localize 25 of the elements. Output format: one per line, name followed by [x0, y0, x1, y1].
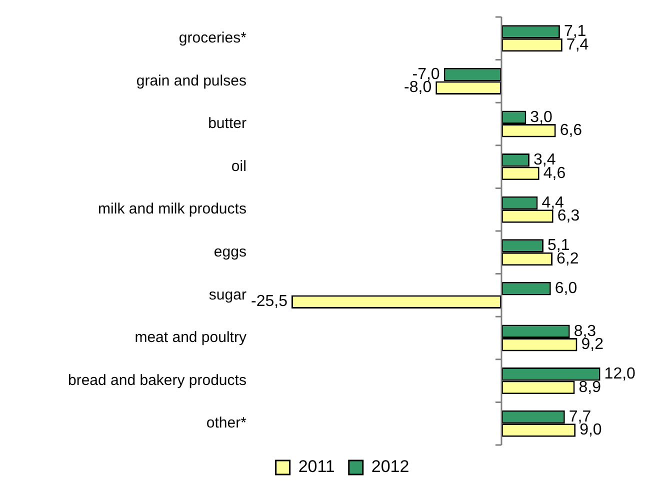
data-label: 9,2	[581, 336, 604, 354]
data-label: 9,0	[580, 422, 602, 439]
y-tick-label: butter	[208, 115, 246, 132]
y-tick-label: oil	[231, 158, 246, 175]
data-label: 4,6	[543, 164, 566, 182]
y-tick-label: groceries*	[178, 30, 247, 47]
y-tick-label: eggs	[214, 244, 246, 261]
data-label: 6,2	[556, 250, 579, 268]
data-label: 3,0	[530, 108, 553, 126]
data-label: -8,0	[404, 79, 432, 96]
data-label: -25,5	[251, 293, 288, 310]
legend-label: 2012	[371, 457, 410, 476]
data-label: 6,3	[557, 208, 580, 225]
y-tick-label: bread and bakery products	[68, 372, 246, 389]
data-label: 6,6	[560, 122, 582, 140]
y-tick-label: milk and milk products	[98, 200, 246, 218]
legend-label: 2011	[298, 457, 335, 476]
data-label: 8,9	[578, 378, 602, 396]
y-tick-label: grain and pulses	[136, 72, 246, 90]
y-tick-label: meat and poultry	[134, 329, 247, 346]
y-tick-label: sugar	[208, 286, 246, 304]
data-label: 12,0	[604, 366, 636, 383]
y-tick-label: other*	[206, 414, 247, 432]
data-label: 7,4	[566, 36, 589, 54]
data-label: 6,0	[554, 280, 578, 297]
